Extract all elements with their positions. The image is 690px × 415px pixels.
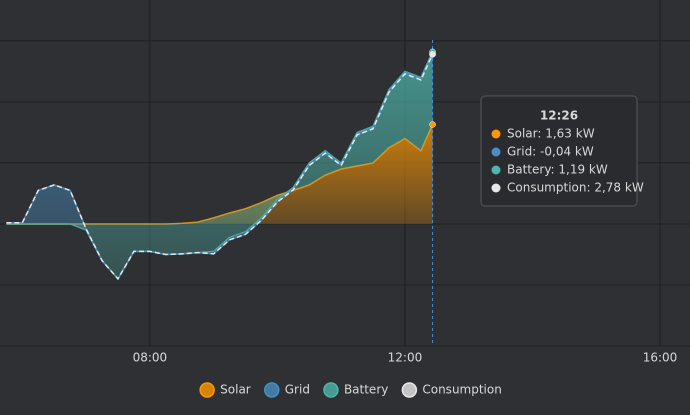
legend-swatch bbox=[401, 382, 418, 398]
tooltip-entry: Solar: 1,63 kW bbox=[507, 127, 595, 141]
tooltip-swatch bbox=[491, 183, 501, 193]
tooltip-swatch bbox=[491, 147, 501, 157]
legend-swatch bbox=[199, 382, 215, 398]
tooltip-entry: Grid: -0,04 kW bbox=[507, 145, 594, 159]
tooltip-box bbox=[480, 95, 638, 207]
tooltip-entry: Battery: 1,19 kW bbox=[507, 163, 608, 177]
tooltip-entry: Consumption: 2,78 kW bbox=[507, 181, 644, 195]
point-marker bbox=[429, 51, 436, 58]
tooltip-swatch bbox=[491, 165, 501, 175]
legend-label: Solar bbox=[220, 383, 251, 397]
legend-label: Grid bbox=[285, 383, 310, 397]
x-tick-label: 12:00 bbox=[388, 351, 423, 365]
tooltip-title: 12:26 bbox=[540, 109, 578, 123]
legend-swatch bbox=[264, 382, 280, 398]
x-tick-label: 16:00 bbox=[643, 351, 678, 365]
x-tick-label: 08:00 bbox=[133, 351, 168, 365]
legend-swatch bbox=[323, 382, 339, 398]
legend: Solar Grid Battery Consumption bbox=[199, 382, 502, 398]
area-fill bbox=[6, 51, 433, 279]
legend-label: Consumption bbox=[422, 383, 501, 397]
legend-label: Battery bbox=[344, 383, 388, 397]
series-line bbox=[6, 53, 434, 281]
tooltip-swatch bbox=[491, 129, 501, 139]
area-fill bbox=[6, 124, 433, 224]
point-marker bbox=[429, 121, 436, 128]
